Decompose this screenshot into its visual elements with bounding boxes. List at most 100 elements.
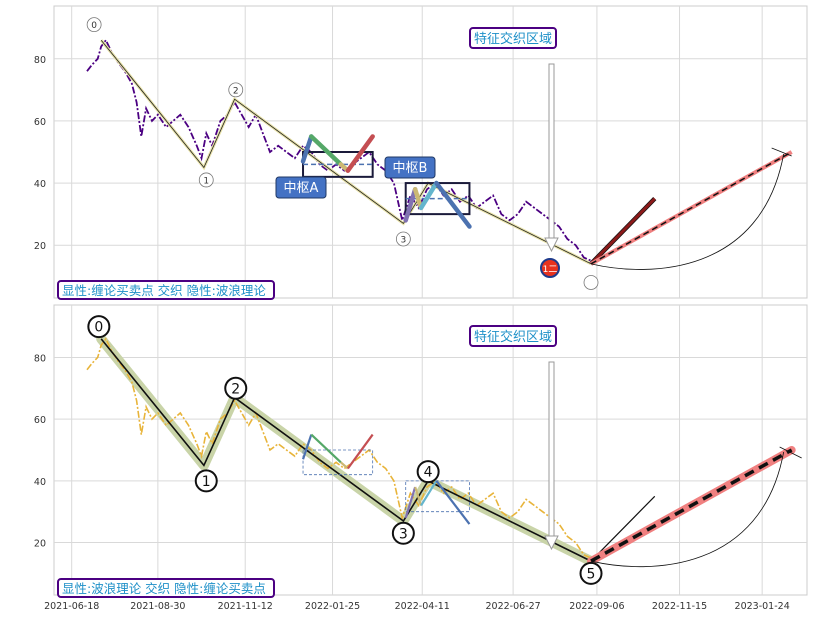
bottom-projections — [587, 446, 802, 568]
bottom-pivot-zone-0 — [302, 449, 374, 476]
bottom-region-arrow-head — [544, 535, 559, 551]
bottom-segment-0 — [301, 434, 313, 460]
top-wave-label-circle-4 — [583, 275, 599, 290]
top-segment-3 — [345, 134, 375, 173]
pivot-a-label: 中枢A — [284, 181, 319, 196]
bottom-wave-label-circle-1 — [194, 469, 218, 493]
bottom-projection-curve — [590, 451, 785, 568]
bottom-segment-4 — [404, 486, 417, 519]
bottom-projection-dashed — [590, 448, 793, 563]
bottom-wave-label-circle-4 — [416, 460, 440, 484]
top-wave-label-2: 2 — [233, 86, 239, 96]
top-plot-frame — [53, 5, 808, 299]
x-tick-5: 2022-06-27 — [486, 601, 541, 612]
bottom-wave-label-0: 0 — [94, 320, 103, 336]
top-legend-box — [57, 280, 275, 300]
top-stroke-line — [100, 39, 592, 265]
bottom-wave-label-circle-2 — [224, 376, 248, 400]
top-price-line — [86, 38, 592, 262]
bottom-y-ticks: 20 40 60 80 — [34, 353, 46, 549]
bottom-wave-label-5: 5 — [587, 566, 596, 582]
bottom-wave-label-1: 1 — [202, 474, 211, 490]
bottom-ytick-40: 40 — [34, 477, 46, 488]
bottom-stroke-path — [100, 338, 592, 562]
top-segment-4 — [403, 187, 418, 223]
bottom-stroke-line — [100, 338, 592, 562]
bottom-x-ticks: 2021-06-18 2021-08-30 2021-11-12 2022-01-25… — [44, 601, 790, 612]
bottom-segment-7 — [435, 480, 471, 525]
pivot-a-label-box — [275, 176, 327, 199]
bottom-plot-frame — [53, 304, 808, 596]
x-tick-2: 2021-11-12 — [218, 601, 273, 612]
top-projection-dashed — [590, 151, 793, 265]
bottom-region-label-box — [469, 325, 557, 347]
pivot-b-label-box — [384, 156, 436, 179]
bottom-wave-label-circle-0 — [87, 315, 111, 339]
bottom-ytick-20: 20 — [34, 539, 46, 550]
top-region-arrow-head — [544, 237, 559, 253]
top-legend-text: 显性:缠论买卖点 交织 隐性:波浪理论 — [62, 283, 266, 298]
top-price-series — [86, 38, 592, 262]
top-wave-label-1: 1 — [203, 176, 209, 186]
top-projection-solid — [589, 197, 656, 265]
bottom-segment-6 — [420, 480, 438, 507]
top-segments — [300, 134, 472, 229]
top-wave-label-circle-2 — [228, 82, 244, 98]
top-wave-label-circle-0 — [86, 17, 102, 33]
bottom-wave-label-circle-3 — [391, 521, 415, 545]
bottom-legend-text: 显性:波浪理论 交织 隐性:缠论买卖点 — [62, 581, 266, 596]
top-segment-1 — [309, 134, 344, 167]
x-tick-1: 2021-08-30 — [130, 601, 185, 612]
bottom-legend-box — [57, 578, 275, 598]
top-segment-7 — [434, 180, 472, 229]
top-segment-5 — [412, 187, 424, 211]
bottom-wave-label-4: 4 — [424, 465, 433, 481]
bottom-wave-label-3: 3 — [399, 526, 408, 542]
top-buy-marker-label: 1二 — [543, 265, 558, 275]
top-wave-label-0: 0 — [91, 21, 97, 31]
top-wave-label-circle-1 — [198, 172, 214, 188]
top-chart-panel: 20 40 60 80 0 1 2 3 特征交织区域 中枢A 中枢B 1二 显性:缠论买卖点… — [34, 5, 808, 300]
top-projection-curve — [590, 153, 785, 270]
x-tick-6: 2022-09-06 — [569, 601, 624, 612]
top-wave-label-3: 3 — [400, 235, 406, 245]
x-tick-4: 2022-04-11 — [395, 601, 450, 612]
bottom-projection-tick — [779, 446, 802, 459]
bottom-ytick-60: 60 — [34, 415, 46, 426]
top-stroke-path — [100, 39, 592, 266]
top-ytick-40: 40 — [34, 179, 46, 190]
top-region-label-box — [469, 27, 557, 49]
bottom-segments — [301, 433, 471, 525]
top-region-label: 特征交织区域 — [474, 31, 552, 47]
top-ytick-80: 80 — [34, 55, 46, 66]
top-wave-label-circle-3 — [395, 231, 411, 247]
top-grid — [54, 6, 807, 298]
top-projection-tick — [771, 147, 792, 157]
bottom-price-series — [86, 337, 592, 559]
top-buy-marker — [540, 258, 560, 278]
x-tick-0: 2021-06-18 — [44, 601, 99, 612]
bottom-wave-label-circle-5 — [579, 561, 603, 585]
x-tick-8: 2023-01-24 — [735, 601, 790, 612]
bottom-wave-labels: 0 1 2 3 4 5 — [87, 315, 603, 585]
bottom-segment-2 — [340, 461, 349, 470]
bottom-segment-5 — [414, 486, 423, 506]
bottom-region-arrow-shaft — [548, 361, 555, 541]
bottom-segment-3 — [346, 433, 374, 470]
pivot-b-label: 中枢B — [393, 161, 428, 176]
bottom-segment-1 — [310, 433, 342, 464]
top-region-arrow-shaft — [548, 63, 555, 243]
top-ytick-20: 20 — [34, 241, 46, 252]
top-segment-0 — [300, 134, 314, 164]
bottom-ytick-80: 80 — [34, 353, 46, 364]
bottom-wave-label-2: 2 — [231, 381, 240, 397]
top-ytick-60: 60 — [34, 117, 46, 128]
top-y-ticks: 20 40 60 80 — [34, 55, 46, 252]
top-projections — [589, 147, 793, 270]
top-wave-labels: 0 1 2 3 — [86, 17, 599, 290]
top-segment-6 — [418, 180, 439, 211]
x-tick-7: 2022-11-15 — [652, 601, 707, 612]
bottom-projection-solid — [590, 495, 656, 562]
